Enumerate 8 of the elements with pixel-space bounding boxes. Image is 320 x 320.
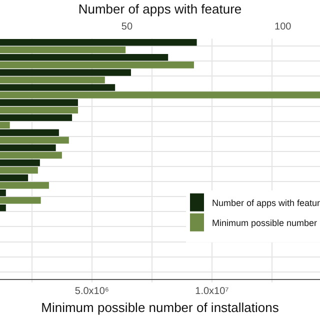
legend-label: Number of apps with featur: [212, 198, 320, 208]
x-tick-label: 5.0x10⁶: [74, 286, 110, 298]
x2-tick-label: 100: [274, 21, 292, 32]
x-axis-title: Minimum possible number of installations: [41, 300, 280, 315]
x2-tick-label: 50: [121, 21, 133, 32]
x2-axis-title: Number of apps with feature: [78, 1, 242, 16]
x-tick-label: 1.0x10⁷: [195, 286, 230, 298]
legend-label: Minimum possible number: [212, 218, 318, 228]
